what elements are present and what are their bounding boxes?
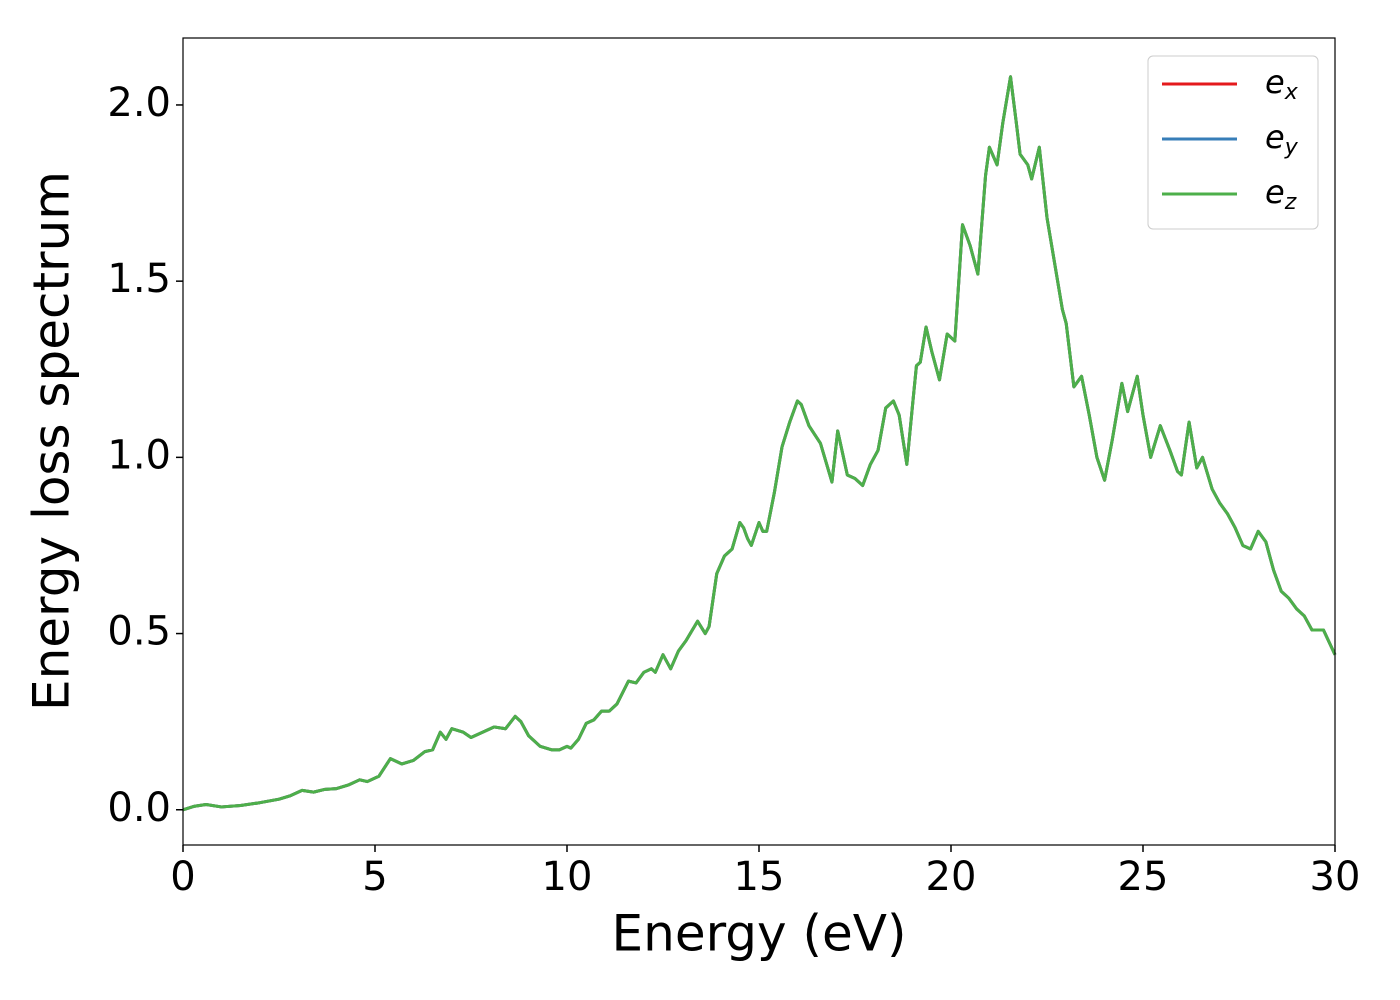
x-tick-label: 0 (170, 854, 195, 900)
x-tick-label: 20 (926, 854, 977, 900)
legend-label: ex (1265, 63, 1299, 105)
x-axis-label: Energy (eV) (612, 905, 907, 963)
y-tick-label: 0.0 (107, 785, 171, 831)
legend-label: ey (1265, 118, 1299, 160)
x-tick-label: 10 (542, 854, 593, 900)
legend-label: ez (1265, 173, 1297, 215)
y-tick-label: 1.0 (107, 432, 171, 478)
x-tick-label: 5 (362, 854, 387, 900)
legend-box (1147, 55, 1319, 230)
x-tick-label: 25 (1118, 854, 1169, 900)
y-tick-label: 1.5 (107, 256, 171, 302)
x-tick-label: 30 (1310, 854, 1361, 900)
line-series (182, 75, 1337, 812)
y-axis-label: Energy loss spectrum (23, 171, 81, 711)
plot-frame (182, 37, 1336, 846)
y-tick-label: 2.0 (107, 80, 171, 126)
x-tick-label: 15 (734, 854, 785, 900)
y-tick-label: 0.5 (107, 609, 171, 655)
